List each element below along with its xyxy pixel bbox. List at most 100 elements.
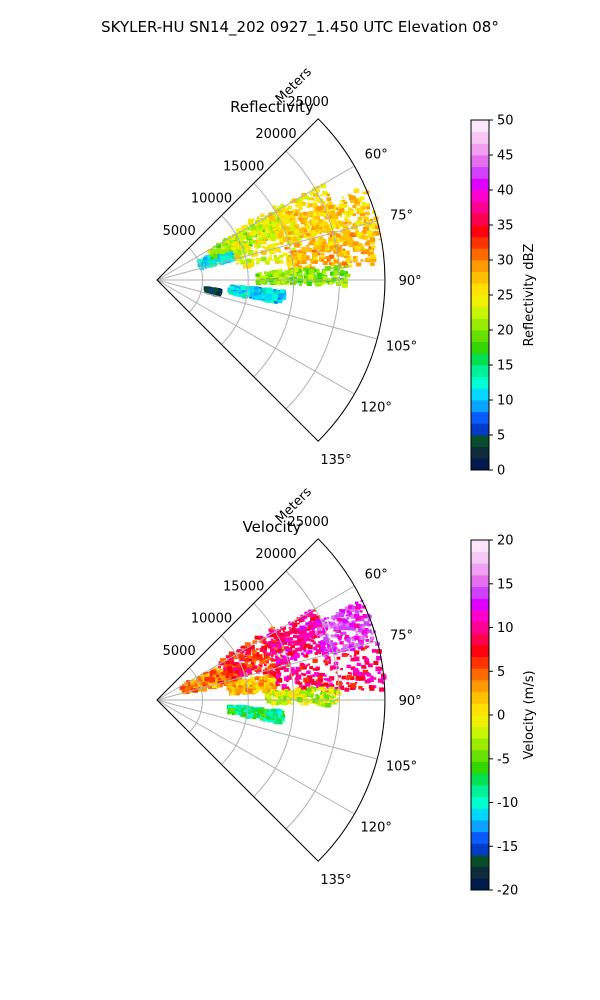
echo-gate <box>289 640 294 644</box>
echo-gate <box>328 237 334 242</box>
echo-gate <box>302 255 307 259</box>
echo-gate <box>347 653 350 656</box>
echo-gate <box>359 624 363 627</box>
echo-gate <box>283 676 290 681</box>
echo-gate <box>359 617 365 622</box>
echo-gate <box>338 612 345 617</box>
echo-gate <box>294 268 299 272</box>
echo-gate <box>318 678 324 683</box>
echo-gate <box>260 717 264 721</box>
echo-gate <box>315 227 320 231</box>
echo-gate <box>366 673 372 677</box>
echo-gate <box>324 647 328 651</box>
echo-gate <box>312 215 316 218</box>
echo-gate <box>324 662 329 666</box>
echo-gate <box>275 657 280 661</box>
echo-gate <box>356 662 361 667</box>
echo-gate <box>249 644 255 650</box>
azimuth-tick-label: 75° <box>390 209 413 224</box>
echo-gate <box>299 685 304 689</box>
echo-gate <box>259 635 263 639</box>
echo-gate <box>235 704 242 710</box>
colorbar-segment <box>471 458 489 471</box>
echo-gate <box>349 264 353 268</box>
echo-gate <box>340 668 343 671</box>
echo-gate <box>346 205 349 207</box>
echo-gate <box>307 663 311 666</box>
echo-gate <box>269 681 273 684</box>
echo-gate <box>318 206 324 211</box>
echo-gate <box>298 694 305 699</box>
echo-gate <box>317 626 323 632</box>
echo-gate <box>304 632 310 637</box>
echo-gate <box>274 300 278 304</box>
colorbar-segment <box>471 260 489 273</box>
colorbar-tick-label: 25 <box>497 289 514 304</box>
echo-gate <box>312 614 317 617</box>
echo-gate <box>240 662 243 665</box>
echo-gate <box>299 235 303 238</box>
echo-gate <box>328 688 334 693</box>
echo-gate <box>355 615 362 621</box>
echo-gate <box>378 667 383 671</box>
echo-gate <box>354 643 360 648</box>
echo-gate <box>233 250 238 254</box>
echo-gate <box>312 241 318 246</box>
echo-gate <box>324 627 329 631</box>
echo-gate <box>254 708 259 712</box>
echo-gate <box>285 689 288 692</box>
echo-gate <box>233 692 237 696</box>
echo-gate <box>220 673 225 678</box>
echo-gate <box>223 261 227 264</box>
echo-gate <box>273 272 280 277</box>
echo-gate <box>365 211 370 216</box>
echo-gate <box>235 251 241 256</box>
echo-gate <box>346 674 352 680</box>
colorbar-segment <box>471 341 489 354</box>
echo-gate <box>244 690 250 695</box>
echo-gate <box>270 672 277 677</box>
colorbar-segment <box>471 411 489 424</box>
echo-gate <box>323 208 330 214</box>
echo-gate <box>287 265 291 268</box>
echo-gate <box>329 226 332 229</box>
echo-gate <box>328 258 332 261</box>
echo-gate <box>272 663 279 669</box>
echo-gate <box>288 244 292 247</box>
echo-gate <box>274 291 278 295</box>
echo-gate <box>270 638 274 641</box>
echo-gate <box>284 700 289 704</box>
echo-gate <box>305 224 311 230</box>
echo-gate <box>286 215 290 219</box>
echo-gate <box>274 226 280 231</box>
echo-gate <box>309 233 316 238</box>
echo-gate <box>282 666 286 669</box>
colorbar-segment <box>471 283 489 296</box>
echo-gate <box>377 678 384 683</box>
echo-gate <box>300 672 304 675</box>
echo-gate <box>271 670 274 672</box>
echo-gate <box>317 252 321 256</box>
echo-gate <box>368 219 371 222</box>
echo-gate <box>322 240 327 245</box>
echo-gate <box>271 650 277 655</box>
echo-gate <box>276 662 281 666</box>
echo-gate <box>266 699 272 704</box>
echo-gate <box>254 287 259 291</box>
echo-gate <box>294 690 300 695</box>
echo-gate <box>327 245 331 248</box>
echo-gate <box>361 630 368 636</box>
echo-gate <box>284 639 289 643</box>
echo-gate <box>287 269 291 273</box>
echo-gate <box>367 629 372 633</box>
echo-gate <box>281 712 284 715</box>
echo-gate <box>343 653 348 657</box>
echo-gate <box>306 281 312 286</box>
echo-gate <box>346 682 350 685</box>
echo-gate <box>300 213 303 216</box>
echo-gate <box>320 252 325 256</box>
echo-gate <box>244 682 248 685</box>
echo-gate <box>254 250 258 254</box>
echo-gate <box>368 677 374 682</box>
echo-gate <box>336 281 342 286</box>
